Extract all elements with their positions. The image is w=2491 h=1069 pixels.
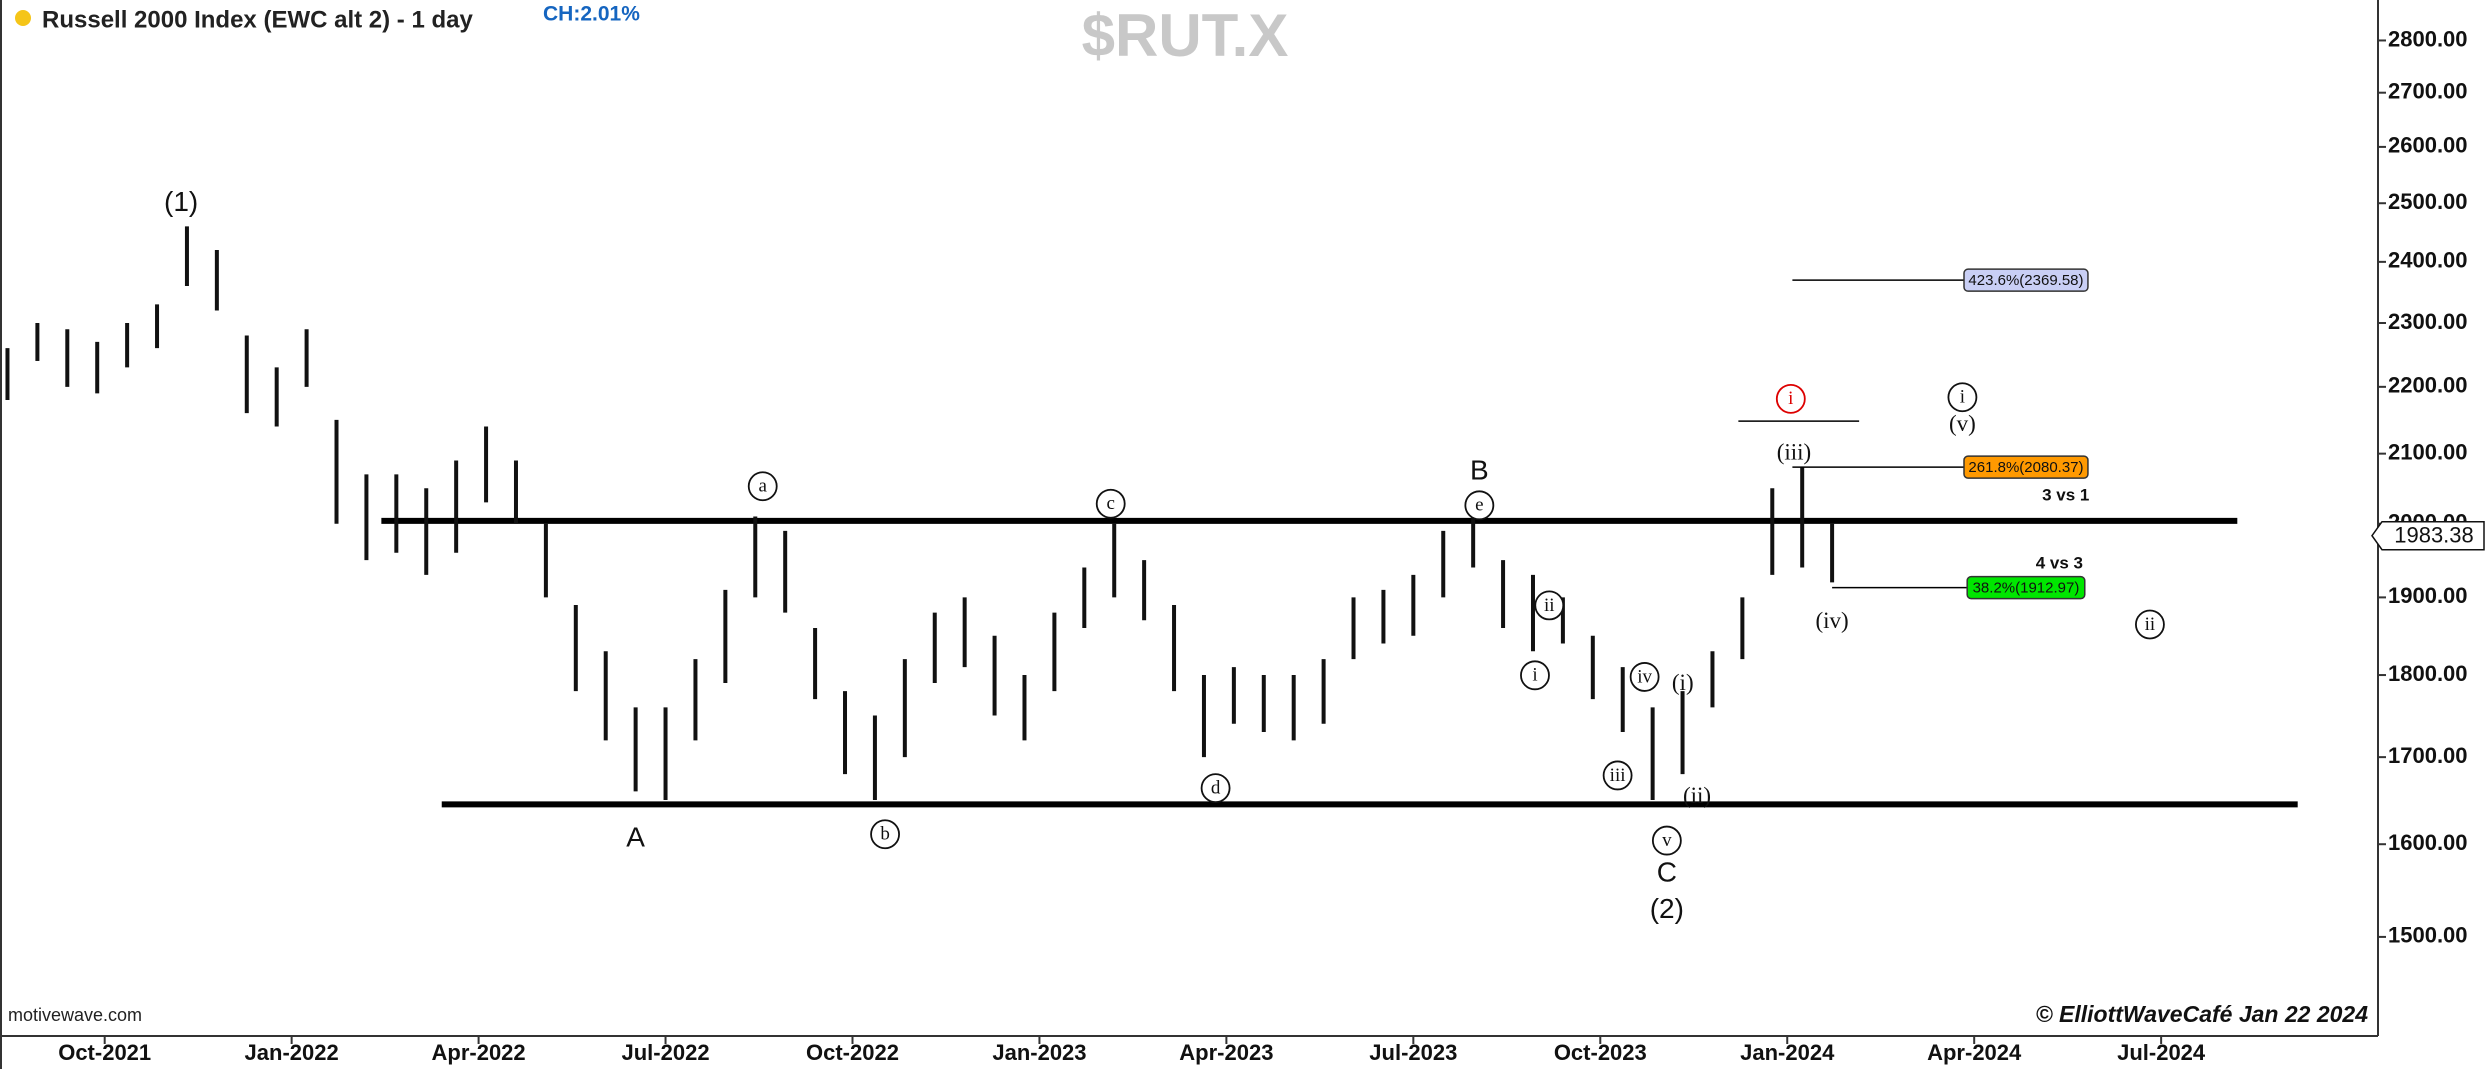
level-box xyxy=(1963,455,2089,479)
wave-label: i xyxy=(1532,665,1537,686)
wave-label: B xyxy=(1470,454,1489,485)
chart-title: Russell 2000 Index (EWC alt 2) - 1 day xyxy=(42,6,473,33)
wave-label: A xyxy=(626,821,645,852)
wave-circle xyxy=(1534,590,1565,621)
status-dot xyxy=(15,10,31,26)
y-tick-label: 1900.00 xyxy=(2388,583,2468,608)
wave-circle xyxy=(1651,825,1682,856)
x-tick-label: Jul-2024 xyxy=(2117,1040,2206,1065)
x-tick-label: Oct-2022 xyxy=(806,1040,899,1065)
x-tick-label: Jan-2022 xyxy=(245,1040,339,1065)
wave-label: (iii) xyxy=(1777,440,1812,465)
wave-circle xyxy=(870,819,900,850)
wave-circle xyxy=(1464,490,1495,521)
wave-circle xyxy=(1629,662,1660,692)
x-tick-label: Apr-2022 xyxy=(432,1040,526,1065)
wave-label: e xyxy=(1475,495,1483,516)
wave-label: i xyxy=(1788,388,1793,409)
last-price-label: 1983.38 xyxy=(2394,523,2474,548)
x-tick-label: Oct-2021 xyxy=(58,1040,151,1065)
x-tick-label: Jul-2023 xyxy=(1369,1040,1457,1065)
wave-label: b xyxy=(880,824,890,845)
wave-label: a xyxy=(759,476,768,497)
symbol-watermark: $RUT.X xyxy=(1082,2,1289,69)
wave-label: ii xyxy=(1544,595,1555,616)
wave-circle xyxy=(747,471,778,502)
y-tick-label: 2200.00 xyxy=(2388,373,2468,398)
wave-circle xyxy=(1775,383,1806,414)
level-label: 261.8%(2080.37) xyxy=(1968,459,2083,476)
x-tick-label: Apr-2024 xyxy=(1927,1040,2022,1065)
wave-circle xyxy=(1602,760,1633,791)
wave-label: d xyxy=(1211,778,1221,799)
y-tick-label: 2800.00 xyxy=(2388,26,2468,51)
wave-label: v xyxy=(1662,830,1672,851)
wave-label: (v) xyxy=(1949,411,1976,436)
y-tick-label: 1800.00 xyxy=(2388,661,2468,686)
note: 3 vs 1 xyxy=(2042,485,2089,504)
note: 4 vs 3 xyxy=(2036,554,2083,573)
y-tick-label: 2700.00 xyxy=(2388,79,2468,104)
wave-label: (iv) xyxy=(1816,608,1849,633)
wave-label: ii xyxy=(2145,614,2156,635)
change-label: CH:2.01% xyxy=(543,3,640,26)
x-tick-label: Jan-2024 xyxy=(1740,1040,1835,1065)
wave-circle xyxy=(1520,660,1550,691)
credit-label: © ElliottWaveCafé Jan 22 2024 xyxy=(2036,1001,2368,1027)
wave-label: iii xyxy=(1610,765,1626,786)
y-tick-label: 2500.00 xyxy=(2388,189,2468,214)
y-tick-label: 2300.00 xyxy=(2388,309,2468,334)
wave-circle xyxy=(1095,488,1126,519)
wave-circle xyxy=(2135,609,2165,640)
wave-label: (1) xyxy=(164,186,198,217)
y-tick-label: 2600.00 xyxy=(2388,133,2468,158)
wave-label: i xyxy=(1960,387,1965,408)
y-tick-label: 1600.00 xyxy=(2388,830,2468,855)
x-tick-label: Apr-2023 xyxy=(1179,1040,1273,1065)
wave-label: c xyxy=(1106,493,1114,514)
wave-label: (i) xyxy=(1672,670,1694,695)
x-tick-label: Jan-2023 xyxy=(992,1040,1086,1065)
wave-circle xyxy=(1947,382,1978,413)
wave-circle xyxy=(1200,773,1231,804)
wave-label: C xyxy=(1657,856,1677,887)
x-tick-label: Oct-2023 xyxy=(1554,1040,1647,1065)
y-tick-label: 1500.00 xyxy=(2388,923,2468,948)
level-label: 38.2%(1912.97) xyxy=(1973,580,2080,597)
y-tick-label: 2100.00 xyxy=(2388,439,2468,464)
source-label: motivewave.com xyxy=(8,1005,142,1025)
x-tick-label: Jul-2022 xyxy=(622,1040,710,1065)
y-tick-label: 1700.00 xyxy=(2388,743,2468,768)
level-label: 423.6%(2369.58) xyxy=(1968,272,2083,289)
wave-label: (ii) xyxy=(1683,783,1711,808)
y-tick-label: 2400.00 xyxy=(2388,248,2468,273)
wave-label: iv xyxy=(1637,666,1652,687)
last-price-box xyxy=(2371,520,2485,551)
wave-label: (2) xyxy=(1650,893,1684,924)
level-box xyxy=(1966,575,2086,600)
level-box xyxy=(1963,268,2089,292)
